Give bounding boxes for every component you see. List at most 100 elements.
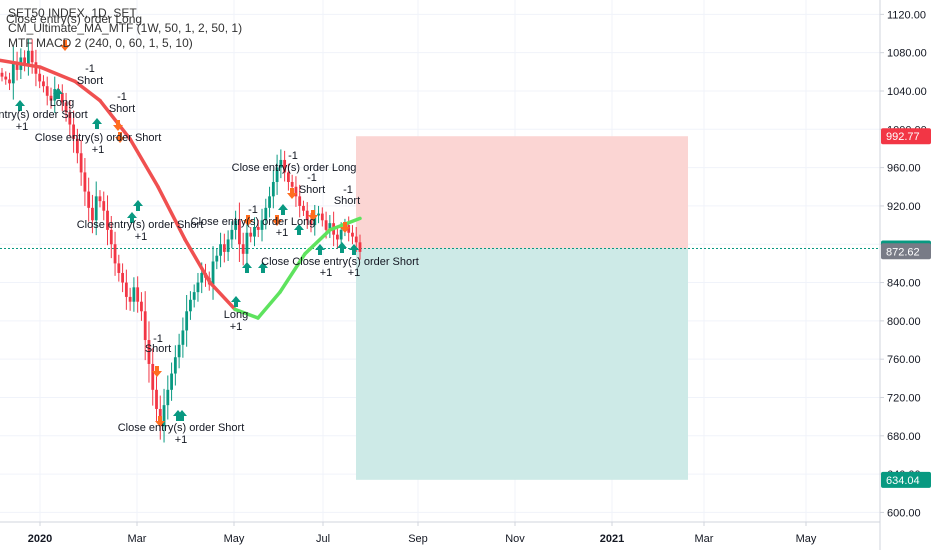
candle-body [339,229,343,240]
ma-segment [233,307,260,320]
take-profit-zone[interactable] [356,248,688,480]
trade-annotation: Close entry(s) order Long [232,162,357,174]
short-signal-arrow [152,366,162,377]
stop-loss-zone[interactable] [356,136,688,249]
short-signal-arrow [115,132,125,143]
price-label-badge [881,471,931,488]
legend-symbol[interactable]: SET50 INDEX, 1D, SET [8,6,137,20]
time-tick-label: Mar [695,533,714,545]
candle-body [91,207,94,221]
candle-body [109,229,113,245]
candle-body [79,153,83,173]
ma-segment [256,290,282,320]
candle-body [230,229,234,240]
candle-body [302,205,305,211]
legend-indicator-ma[interactable]: CM_Ultimate_MA_MTF (1W, 50, 1, 2, 50, 1) [8,21,243,35]
candle-body [238,220,241,245]
trade-annotation: -1 [307,172,317,184]
candle-body [313,215,317,226]
candle-body [87,191,91,208]
price-tick-label: 920.00 [887,201,921,213]
trade-annotation: +1 [348,267,361,279]
trade-annotation: -1 [343,184,353,196]
price-label-badge [881,243,931,260]
long-signal-arrow [231,296,241,307]
ma-segment [278,252,307,294]
candle-body [185,311,189,331]
price-tick-label: 800.00 [887,316,921,328]
short-signal-arrow [287,188,297,199]
trade-annotation: Short [145,343,171,355]
candle-body [0,72,4,77]
short-signal-arrow [272,215,282,226]
candle-body [173,357,177,374]
long-signal-arrow [315,244,325,255]
short-signal-arrow [340,222,350,233]
candle-body [305,210,309,221]
candle-body [53,89,57,101]
trade-annotation: Long [224,309,248,321]
candle-body [23,57,27,65]
time-tick-label: Nov [505,533,525,545]
candle-body [253,226,256,237]
long-signal-arrow [15,100,25,111]
price-tick-label: 960.00 [887,163,921,175]
candle-body [181,330,185,345]
candle-body [200,272,204,283]
candle-body [155,389,158,409]
candle-body [264,207,268,221]
time-tick-label: 2020 [28,533,52,545]
candle-body [283,159,287,173]
legend-overlay-text: Close entry(s) order Long [6,12,143,26]
long-signal-arrow [127,212,137,223]
candle-body [45,86,49,96]
trade-annotation: +1 [276,227,289,239]
candle-body [260,220,264,230]
trade-annotation: -1 [85,63,95,75]
ma-segment [156,185,187,242]
candle-body [64,102,68,113]
trade-annotation: Close entry(s) order Short [77,219,204,231]
candle-body [42,81,45,87]
trade-annotation: Long [50,97,74,109]
candle-body [347,225,351,233]
price-tick-label: 680.00 [887,431,921,443]
short-signal-arrow [60,40,70,51]
trade-annotation: -1 [153,333,163,345]
candle-body [128,296,132,302]
time-tick-label: May [796,533,817,545]
trade-annotation: Short [334,195,360,207]
candle-body [222,244,226,252]
long-signal-arrow [133,200,143,211]
candle-body [102,201,106,211]
candle-body [132,287,136,302]
trade-annotation: +1 [16,121,29,133]
legend-indicator-macd[interactable]: MTF MACD 2 (240, 0, 60, 1, 5, 10) [8,36,193,50]
candle-body [215,255,219,262]
price-tick-label: 1080.00 [887,48,927,60]
candle-body [11,62,15,84]
candle-body [143,311,147,341]
candle-body [271,181,275,197]
candle-body [226,239,230,252]
candle-body [245,232,249,254]
trade-annotation: Close entry(s) order Short [118,422,245,434]
price-tick-label: 840.00 [887,278,921,290]
candle-body [196,282,200,293]
candle-body [124,282,128,297]
trade-annotation: Close Close entry(s) order Short [261,256,419,268]
long-signal-arrow [294,224,304,235]
candle-body [49,95,53,101]
time-tick-label: Jul [316,533,330,545]
candle-body [72,124,75,139]
candle-body [26,50,30,65]
price-label-text: 872.62 [886,246,920,258]
trade-annotation: Short [109,103,135,115]
candle-body [30,50,34,63]
candle-body [68,112,72,125]
position-box[interactable] [0,136,880,480]
candle-body [351,232,354,237]
trade-annotation: +1 [230,321,243,333]
moving-average-line [0,58,362,320]
trade-annotation: -1 [117,91,127,103]
